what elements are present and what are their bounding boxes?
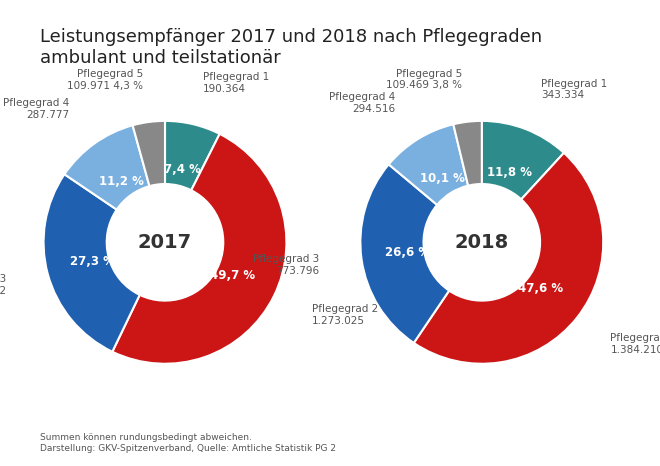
Text: Pflegegrad 4
287.777: Pflegegrad 4 287.777: [3, 98, 69, 120]
Text: Pflegegrad 1
343.334: Pflegegrad 1 343.334: [541, 79, 607, 100]
Text: Pflegegrad 3
699.842: Pflegegrad 3 699.842: [0, 274, 7, 296]
Text: Summen können rundungsbedingt abweichen.
Darstellung: GKV-Spitzenverband, Quelle: Summen können rundungsbedingt abweichen.…: [40, 433, 335, 453]
Wedge shape: [133, 121, 165, 186]
Wedge shape: [65, 125, 149, 210]
Wedge shape: [44, 174, 140, 352]
Wedge shape: [453, 121, 482, 185]
Wedge shape: [165, 121, 220, 190]
Text: 11,2 %: 11,2 %: [98, 175, 143, 188]
Text: Pflegegrad 2
1.384.210: Pflegegrad 2 1.384.210: [610, 333, 660, 355]
Text: Pflegegrad 3
773.796: Pflegegrad 3 773.796: [253, 254, 319, 276]
Text: 10,1 %: 10,1 %: [420, 172, 465, 185]
Text: 2018: 2018: [455, 233, 509, 252]
Wedge shape: [360, 164, 449, 343]
Wedge shape: [482, 121, 564, 199]
Text: Pflegegrad 2
1.273.025: Pflegegrad 2 1.273.025: [312, 304, 378, 326]
Text: 26,6 %: 26,6 %: [385, 247, 430, 259]
Text: Pflegegrad 4
294.516: Pflegegrad 4 294.516: [329, 92, 395, 114]
Wedge shape: [389, 124, 468, 205]
Wedge shape: [414, 153, 603, 364]
Text: 2017: 2017: [138, 233, 192, 252]
Text: Pflegegrad 5
109.469 3,8 %: Pflegegrad 5 109.469 3,8 %: [387, 69, 463, 90]
Text: Leistungsempfänger 2017 und 2018 nach Pflegegraden
ambulant und teilstationär: Leistungsempfänger 2017 und 2018 nach Pf…: [40, 28, 542, 67]
Text: Pflegegrad 1
190.364: Pflegegrad 1 190.364: [203, 72, 269, 94]
Text: Pflegegrad 5
109.971 4,3 %: Pflegegrad 5 109.971 4,3 %: [67, 69, 143, 91]
Text: 11,8 %: 11,8 %: [486, 165, 531, 178]
Text: 47,6 %: 47,6 %: [518, 282, 564, 295]
Text: 49,7 %: 49,7 %: [210, 269, 255, 282]
Text: 7,4 %: 7,4 %: [164, 163, 201, 176]
Wedge shape: [112, 134, 286, 364]
Text: 27,3 %: 27,3 %: [70, 255, 115, 268]
